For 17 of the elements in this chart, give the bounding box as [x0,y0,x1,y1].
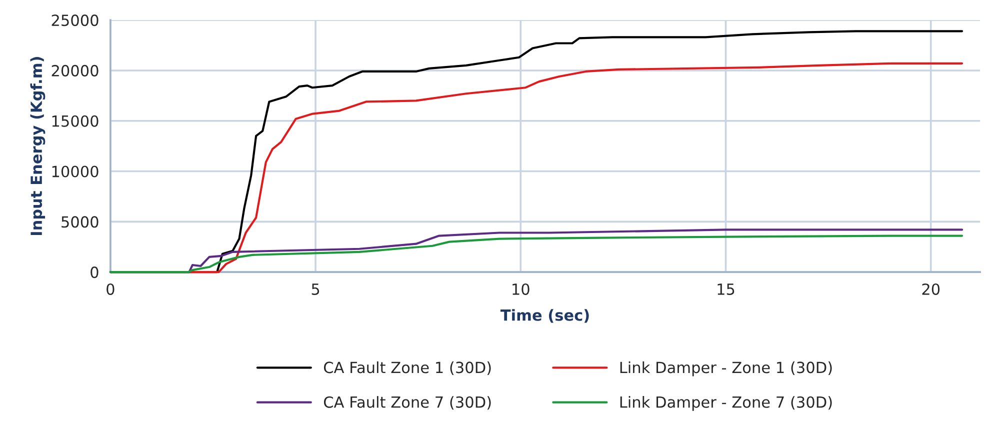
legend-label: Link Damper - Zone 7 (30D) [620,396,832,411]
y-tick-label: 15000 [52,115,98,127]
x-tick-label: 20 [922,283,940,295]
x-tick-label: 15 [718,284,734,295]
y-axis-title: Input Energy (Kgf.m) [30,57,46,235]
y-tick-label: 0 [90,266,98,278]
y-tick-label: 5000 [62,216,98,228]
legend-label: CA Fault Zone 1 (30D) [324,361,491,376]
legend-label: Link Damper - Zone 1 (30D) [620,361,832,376]
x-tick-label: 0 [106,283,114,295]
x-axis-title: Time (sec) [500,309,589,323]
y-tick-label: 20000 [52,64,98,76]
legend-label: CA Fault Zone 7 (30D) [324,396,491,410]
y-tick-label: 25000 [52,14,98,26]
x-tick-label: 10 [512,283,530,295]
y-tick-label: 10000 [52,166,98,178]
x-tick-label: 5 [312,284,320,295]
